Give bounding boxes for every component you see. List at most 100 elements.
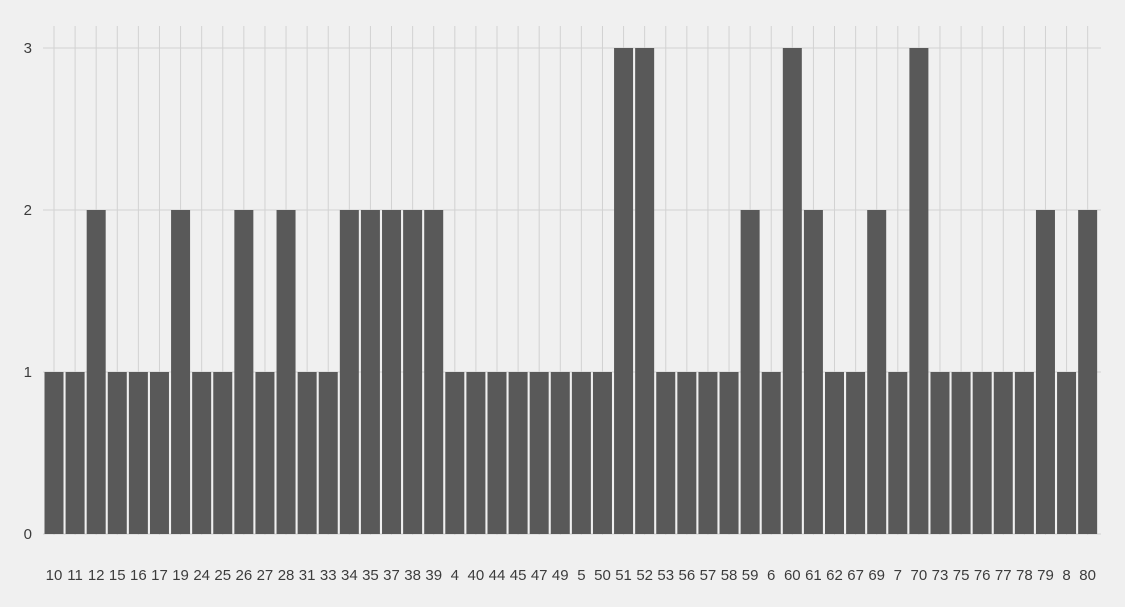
bar-11 [65, 372, 85, 534]
bar-12 [86, 210, 106, 534]
x-tick-label: 38 [404, 567, 421, 584]
x-tick-label: 31 [299, 567, 316, 584]
x-tick-labels: 10 11 12 15 16 17 19 24 25 26 27 28 31 33 34 35 37 38 39 4 4… [46, 567, 1096, 584]
x-tick-label: 58 [721, 567, 738, 584]
x-tick-label: 5 [577, 567, 585, 584]
x-tick-label: 70 [911, 567, 928, 584]
bar-75 [951, 372, 971, 534]
bar-19 [171, 210, 191, 534]
x-tick-label: 35 [362, 567, 379, 584]
x-tick-label: 49 [552, 567, 569, 584]
bar-59 [740, 210, 760, 534]
x-tick-label: 34 [341, 567, 358, 584]
bar-61 [803, 210, 823, 534]
x-tick-label: 79 [1037, 567, 1054, 584]
bar-69 [867, 210, 887, 534]
bar-52 [635, 48, 655, 534]
y-tick-label: 1 [24, 364, 32, 381]
x-tick-label: 61 [805, 567, 822, 584]
x-tick-label: 69 [868, 567, 885, 584]
x-tick-label: 4 [451, 567, 459, 584]
x-tick-label: 73 [932, 567, 949, 584]
x-tick-label: 59 [742, 567, 759, 584]
x-tick-label: 45 [510, 567, 527, 584]
x-tick-label: 28 [278, 567, 295, 584]
bar-67 [846, 372, 866, 534]
bar-44 [487, 372, 507, 534]
x-tick-label: 10 [46, 567, 63, 584]
bar-39 [424, 210, 444, 534]
x-tick-label: 33 [320, 567, 337, 584]
x-tick-label: 39 [425, 567, 442, 584]
bar-76 [972, 372, 992, 534]
x-tick-label: 24 [193, 567, 210, 584]
bar-16 [128, 372, 148, 534]
x-tick-label: 76 [974, 567, 991, 584]
x-tick-label: 19 [172, 567, 189, 584]
bar-70 [909, 48, 929, 534]
bar-53 [656, 372, 676, 534]
bar-38 [403, 210, 423, 534]
bar-33 [318, 372, 338, 534]
bar-28 [276, 210, 296, 534]
x-tick-label: 27 [257, 567, 274, 584]
x-tick-label: 60 [784, 567, 801, 584]
bar-26 [234, 210, 254, 534]
bar-47 [529, 372, 549, 534]
bar-62 [825, 372, 845, 534]
x-tick-label: 53 [657, 567, 674, 584]
x-tick-label: 37 [383, 567, 400, 584]
y-tick-label: 0 [24, 526, 32, 543]
x-tick-label: 75 [953, 567, 970, 584]
y-tick-label: 3 [24, 40, 32, 57]
x-tick-label: 25 [214, 567, 231, 584]
x-tick-label: 6 [767, 567, 775, 584]
x-tick-label: 8 [1062, 567, 1070, 584]
x-tick-label: 26 [236, 567, 253, 584]
bar-31 [297, 372, 317, 534]
x-tick-label: 40 [468, 567, 485, 584]
bar-77 [993, 372, 1013, 534]
y-tick-labels: 0 1 2 3 [24, 40, 32, 543]
x-tick-label: 11 [67, 567, 83, 584]
x-tick-label: 78 [1016, 567, 1033, 584]
x-tick-label: 80 [1079, 567, 1096, 584]
x-tick-label: 16 [130, 567, 147, 584]
x-tick-label: 15 [109, 567, 126, 584]
bar-45 [508, 372, 528, 534]
x-tick-label: 7 [894, 567, 902, 584]
bar-34 [339, 210, 359, 534]
bar-40 [466, 372, 486, 534]
bar-78 [1014, 372, 1034, 534]
bar-58 [719, 372, 739, 534]
x-tick-label: 57 [700, 567, 717, 584]
bar-60 [782, 48, 802, 534]
bar-17 [149, 372, 169, 534]
bar-6 [761, 372, 781, 534]
bar-24 [192, 372, 212, 534]
bar-73 [930, 372, 950, 534]
bar-57 [698, 372, 718, 534]
bar-79 [1035, 210, 1055, 534]
bar-5 [571, 372, 591, 534]
bar-4 [445, 372, 465, 534]
bar-7 [888, 372, 908, 534]
x-tick-label: 47 [531, 567, 548, 584]
bar-8 [1057, 372, 1077, 534]
x-tick-label: 17 [151, 567, 168, 584]
x-tick-label: 67 [847, 567, 864, 584]
bar-50 [592, 372, 612, 534]
bar-25 [213, 372, 233, 534]
bar-35 [360, 210, 380, 534]
x-tick-label: 62 [826, 567, 843, 584]
bar-51 [614, 48, 634, 534]
bar-27 [255, 372, 275, 534]
bar-37 [382, 210, 402, 534]
bar-15 [107, 372, 127, 534]
y-tick-label: 2 [24, 202, 32, 219]
bar-56 [677, 372, 697, 534]
bar-80 [1078, 210, 1098, 534]
bar-49 [550, 372, 570, 534]
x-tick-label: 12 [88, 567, 105, 584]
